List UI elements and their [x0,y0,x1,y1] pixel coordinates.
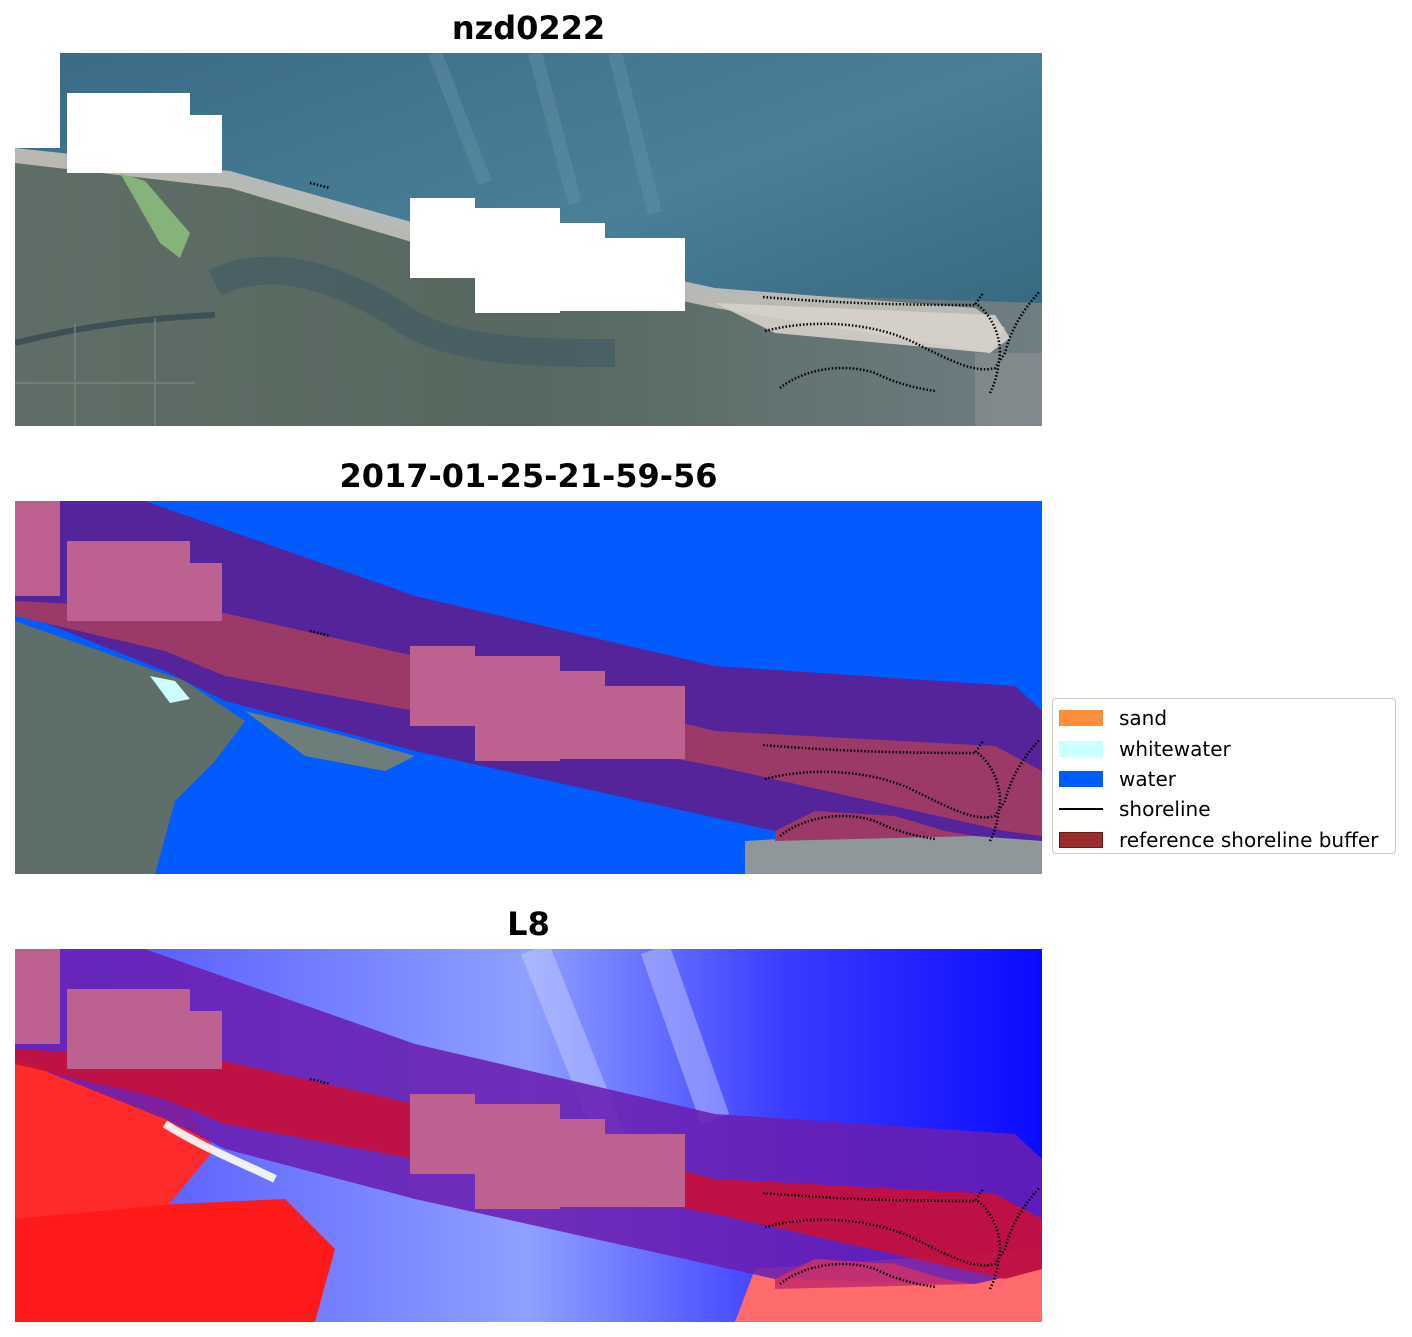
legend-swatch-reference-shoreline-buffer [1059,831,1103,848]
classified-image [15,501,1042,874]
legend-item-water: water [1059,764,1395,794]
legend-swatch-water [1059,770,1103,787]
panel-title-index: L8 [507,905,550,943]
legend-swatch-sand [1059,710,1103,727]
panel-title-rgb: nzd0222 [451,9,606,47]
legend-item-shoreline: shoreline [1059,794,1395,824]
panel-title-classified: 2017-01-25-21-59-56 [339,457,718,495]
legend-item-sand: sand [1059,703,1395,733]
legend: sand whitewater water shoreline referenc… [1052,698,1396,854]
water-index-image [15,949,1042,1322]
legend-item-reference-shoreline-buffer: reference shoreline buffer [1059,825,1395,855]
legend-label-shoreline: shoreline [1119,797,1211,822]
legend-label-water: water [1119,766,1176,791]
legend-label-reference-shoreline-buffer: reference shoreline buffer [1119,827,1379,852]
legend-item-whitewater: whitewater [1059,733,1395,763]
legend-swatch-whitewater [1059,740,1103,757]
legend-label-sand: sand [1119,706,1168,731]
legend-swatch-shoreline [1059,808,1103,811]
rgb-satellite-image [15,53,1042,426]
legend-label-whitewater: whitewater [1119,736,1231,761]
